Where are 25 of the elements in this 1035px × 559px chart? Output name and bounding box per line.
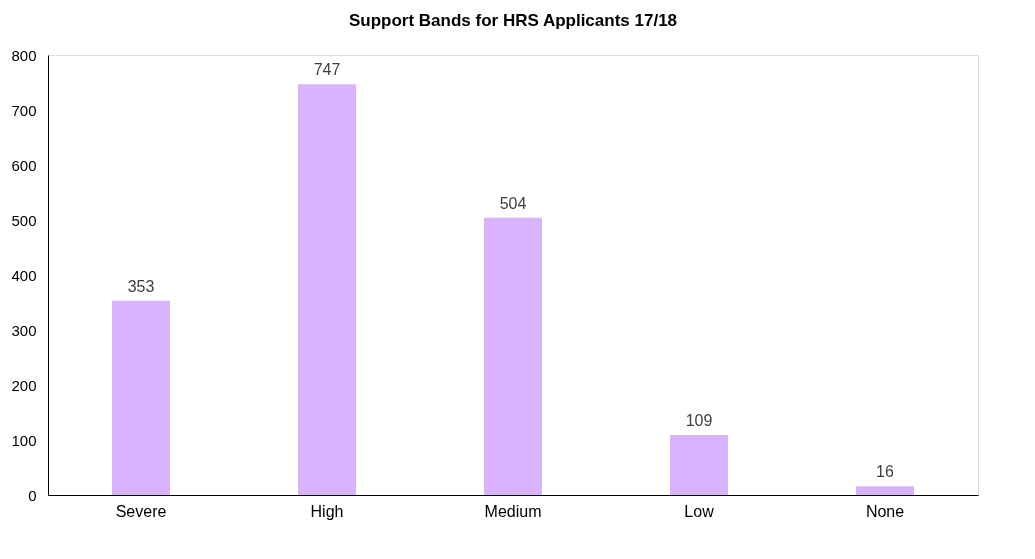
data-label: 747 [313,61,341,79]
data-label: 16 [876,463,894,481]
bar [484,217,542,495]
x-tick-label: High [310,502,344,520]
data-label: 353 [127,277,155,295]
bar [856,486,914,495]
bar [298,84,356,495]
x-tick-label: None [865,502,905,520]
data-label: 504 [499,194,527,212]
y-tick-label: 800 [11,46,37,64]
y-tick-label: 200 [11,376,37,394]
y-tick-label: 700 [11,101,37,119]
y-tick-label: 400 [11,266,37,284]
chart-title: Support Bands for HRS Applicants 17/18 [348,11,678,30]
bar [112,300,170,495]
bar [670,435,728,495]
y-tick-label: 0 [28,486,37,504]
y-tick-label: 100 [11,431,37,449]
data-label: 109 [685,412,713,430]
y-tick-label: 300 [11,321,37,339]
x-tick-label: Low [684,502,715,520]
y-tick-label: 500 [11,211,37,229]
x-tick-label: Medium [484,502,542,520]
y-tick-label: 600 [11,156,37,174]
x-tick-label: Severe [115,502,167,520]
